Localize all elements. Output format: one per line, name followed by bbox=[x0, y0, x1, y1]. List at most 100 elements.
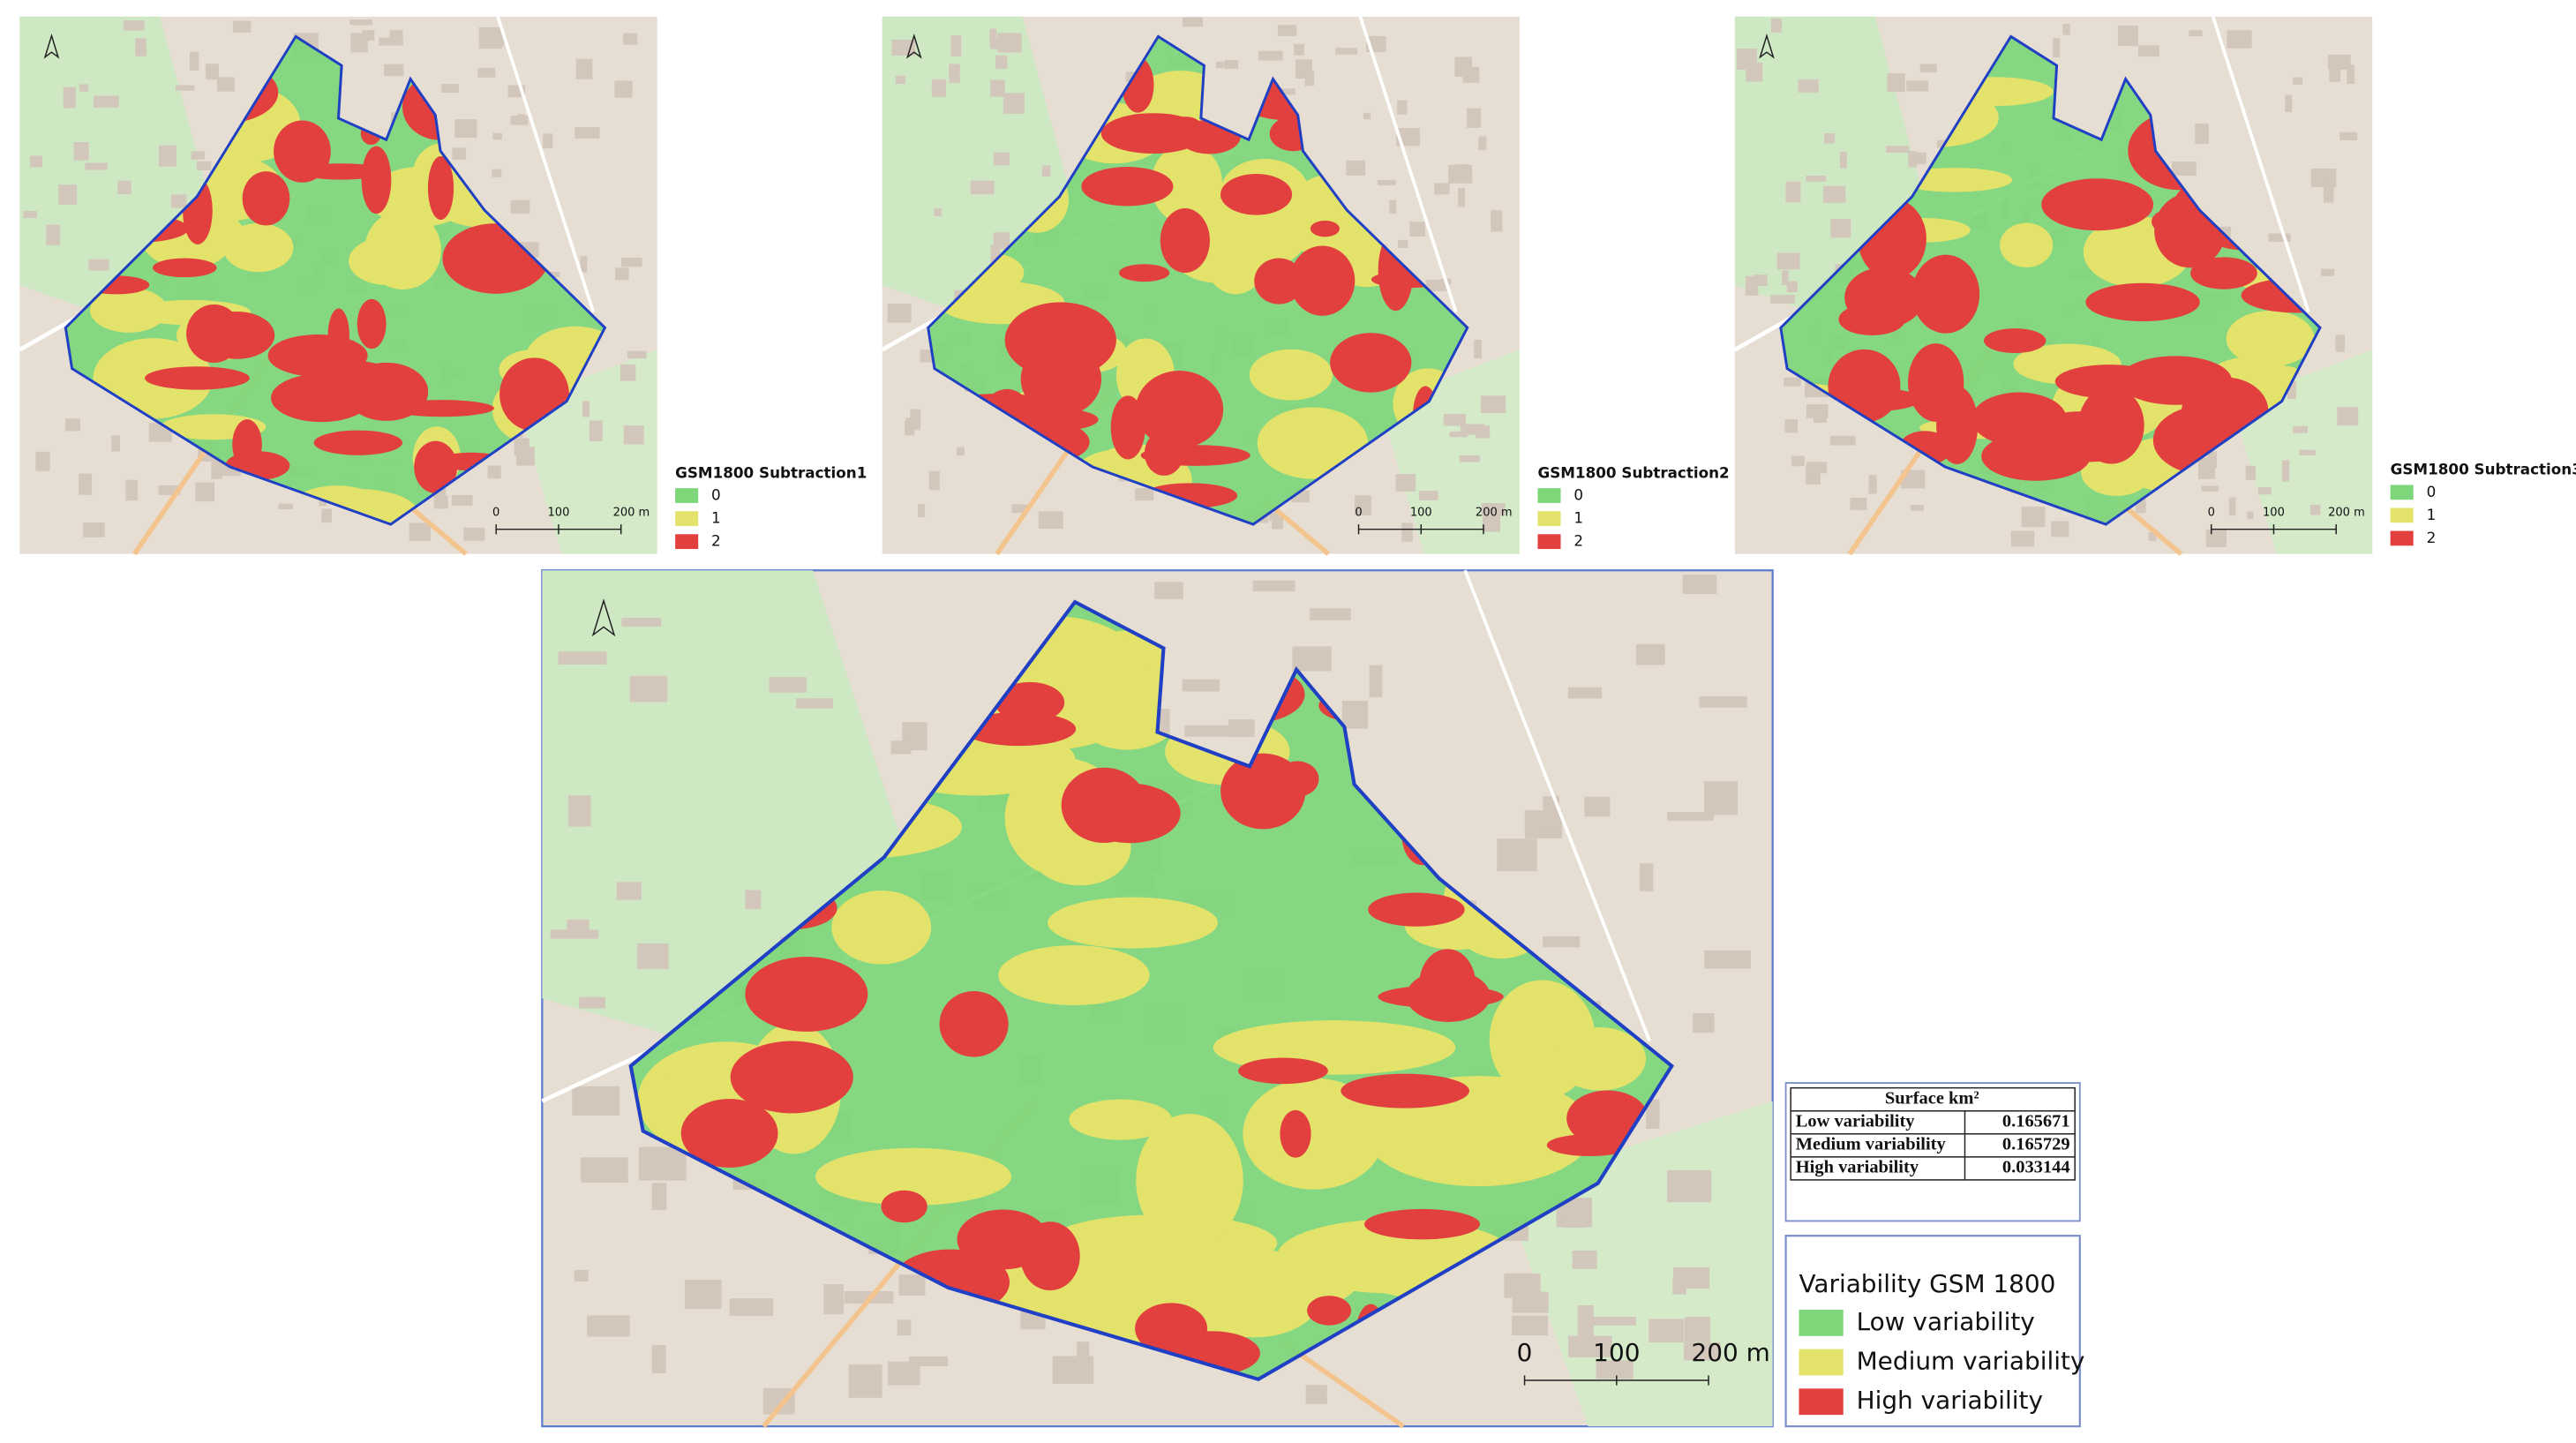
table-frame bbox=[1784, 1082, 2081, 1222]
building bbox=[362, 30, 375, 41]
building bbox=[452, 147, 467, 160]
high-zone bbox=[1289, 245, 1356, 316]
building bbox=[1305, 1385, 1327, 1404]
building bbox=[1784, 419, 1798, 433]
high-zone bbox=[1971, 392, 2067, 447]
building bbox=[35, 451, 50, 471]
medium-zone bbox=[1151, 143, 1223, 225]
building bbox=[2197, 457, 2215, 479]
table-cell: Medium variability bbox=[1796, 1134, 1947, 1154]
building bbox=[1699, 695, 1747, 708]
high-zone bbox=[962, 711, 1077, 747]
building bbox=[1182, 679, 1220, 692]
building bbox=[1736, 48, 1757, 71]
building bbox=[918, 504, 926, 518]
building bbox=[627, 350, 647, 359]
building bbox=[1567, 687, 1603, 699]
medium-zone bbox=[998, 945, 1150, 1006]
high-zone bbox=[1081, 167, 1174, 207]
building bbox=[795, 698, 833, 709]
building bbox=[349, 19, 372, 26]
building bbox=[956, 447, 965, 456]
table-cell: 0.165729 bbox=[2002, 1134, 2070, 1154]
building bbox=[990, 79, 1005, 97]
building bbox=[1776, 252, 1800, 270]
building bbox=[211, 460, 222, 479]
building bbox=[94, 95, 119, 108]
building bbox=[117, 180, 131, 194]
building bbox=[2293, 425, 2309, 433]
building bbox=[1480, 395, 1506, 413]
building bbox=[1497, 838, 1537, 872]
building bbox=[629, 675, 668, 703]
building bbox=[934, 208, 943, 216]
building bbox=[1476, 425, 1491, 439]
building bbox=[2281, 460, 2290, 482]
scale-label: 200 m bbox=[1476, 507, 1513, 520]
building bbox=[510, 199, 530, 214]
building bbox=[2347, 64, 2355, 85]
study-boundary bbox=[927, 34, 1469, 526]
building bbox=[1684, 1317, 1710, 1342]
building bbox=[2189, 30, 2203, 37]
building bbox=[463, 527, 485, 541]
building bbox=[1839, 151, 1847, 169]
building bbox=[135, 38, 146, 56]
building bbox=[1639, 863, 1654, 891]
legend-label: 2 bbox=[2427, 529, 2437, 546]
medium-zone bbox=[1048, 897, 1218, 949]
building bbox=[515, 447, 535, 466]
building bbox=[1693, 1013, 1715, 1033]
building bbox=[1389, 199, 1397, 214]
building bbox=[23, 211, 37, 219]
legend-label: 1 bbox=[711, 509, 721, 527]
building bbox=[1292, 646, 1332, 672]
building bbox=[1666, 1169, 1712, 1203]
building bbox=[1512, 1291, 1549, 1313]
building bbox=[2138, 45, 2159, 57]
north-arrow bbox=[591, 598, 616, 637]
building bbox=[928, 470, 940, 491]
building bbox=[85, 162, 108, 170]
legend-swatch bbox=[2390, 530, 2414, 546]
building bbox=[620, 364, 636, 381]
building bbox=[1682, 575, 1717, 595]
building bbox=[651, 1183, 667, 1211]
high-zone bbox=[1911, 254, 1980, 334]
north-arrow bbox=[1759, 33, 1775, 59]
high-zone bbox=[1330, 333, 1412, 393]
high-zone bbox=[1078, 783, 1181, 844]
building bbox=[1401, 522, 1413, 542]
building bbox=[1667, 812, 1714, 821]
building bbox=[2062, 24, 2070, 35]
building bbox=[2228, 497, 2236, 516]
medium-zone bbox=[1554, 1027, 1647, 1091]
building bbox=[1512, 1315, 1549, 1336]
legend-label: 0 bbox=[2427, 483, 2437, 500]
building bbox=[990, 244, 1001, 265]
building bbox=[454, 119, 477, 139]
medium-zone bbox=[831, 891, 932, 965]
building bbox=[1806, 175, 1827, 182]
building bbox=[1672, 1267, 1710, 1289]
building bbox=[2021, 507, 2046, 528]
building bbox=[196, 161, 212, 170]
building bbox=[389, 29, 403, 41]
high-zone bbox=[745, 957, 868, 1032]
building bbox=[1886, 146, 1910, 153]
building bbox=[1822, 185, 1846, 203]
building bbox=[567, 795, 591, 827]
scale-label: 100 bbox=[2263, 507, 2285, 520]
building bbox=[1572, 1250, 1597, 1269]
building bbox=[158, 485, 181, 495]
building bbox=[170, 194, 187, 208]
building bbox=[1258, 50, 1283, 61]
building bbox=[1268, 512, 1280, 521]
high-zone bbox=[1140, 445, 1250, 466]
scale-label: 100 bbox=[548, 507, 570, 520]
building bbox=[1335, 48, 1358, 55]
study-boundary bbox=[1779, 34, 2322, 526]
high-zone bbox=[2085, 282, 2200, 322]
building bbox=[379, 37, 403, 46]
high-zone bbox=[1368, 892, 1465, 927]
